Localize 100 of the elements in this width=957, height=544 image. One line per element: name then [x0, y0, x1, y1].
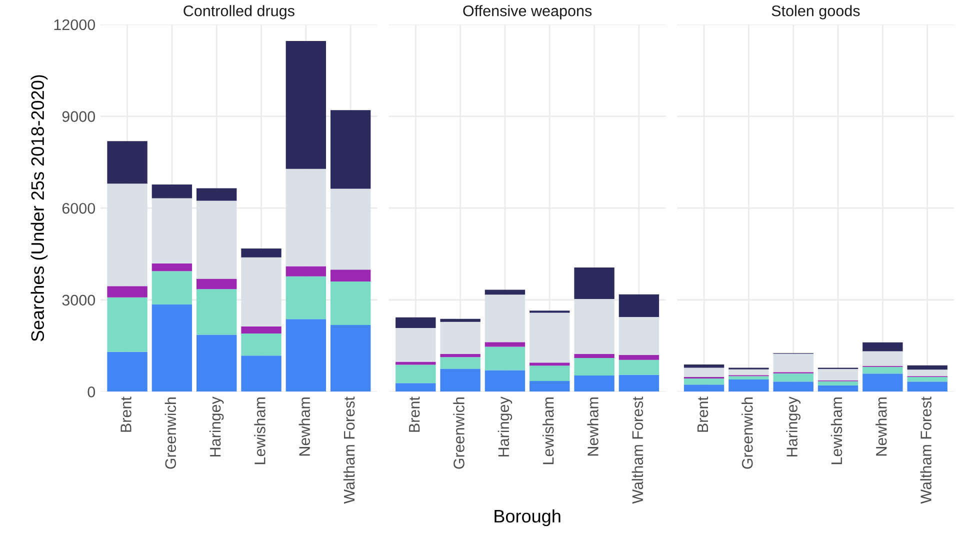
x-tick-label: Greenwich	[742, 398, 753, 469]
bar	[773, 354, 814, 372]
bar	[107, 141, 148, 184]
y-tick-label: 9000	[62, 111, 96, 122]
bar	[907, 376, 948, 382]
chart-title: Offensive weapons	[463, 5, 592, 20]
bar	[152, 271, 192, 304]
bar	[484, 294, 526, 342]
bar	[241, 356, 282, 392]
bar	[618, 360, 660, 375]
bar	[862, 366, 903, 374]
x-axis-title: Borough	[494, 509, 560, 526]
bar	[728, 379, 769, 392]
bar	[440, 368, 480, 392]
x-tick-label: Lewisham	[542, 398, 554, 464]
bar	[907, 382, 948, 392]
x-tick-label: Greenwich	[453, 398, 464, 469]
bar	[396, 317, 436, 328]
bar	[286, 168, 326, 266]
x-tick-label: Haringey	[209, 396, 224, 456]
bar	[396, 362, 436, 365]
bar	[440, 318, 480, 322]
bar	[440, 354, 480, 358]
bar	[330, 110, 371, 189]
bar	[773, 382, 814, 392]
chart-title: Stolen goods	[772, 5, 860, 20]
bar	[484, 290, 526, 295]
bar	[907, 370, 948, 376]
bar	[484, 370, 526, 392]
bar	[107, 184, 148, 286]
bar	[396, 364, 436, 384]
bar	[618, 294, 660, 318]
bar	[330, 270, 371, 282]
x-tick-label: Newham	[587, 398, 598, 456]
bar	[241, 257, 282, 326]
bar	[484, 342, 526, 347]
bar	[530, 362, 570, 366]
bar	[286, 266, 326, 276]
x-tick-label: Greenwich	[164, 398, 176, 469]
x-tick-label: Brent	[120, 396, 132, 432]
bar	[396, 383, 436, 392]
x-tick-label: Brent	[697, 396, 708, 432]
bar	[152, 198, 192, 264]
bar	[684, 368, 724, 377]
bar	[818, 369, 858, 380]
x-tick-label: Waltham Forest	[920, 396, 932, 504]
x-tick-label: Waltham Forest	[632, 396, 644, 504]
bar	[773, 373, 814, 382]
bar	[862, 374, 903, 392]
bar	[241, 326, 282, 334]
x-tick-label: Lewisham	[254, 398, 266, 464]
bar	[396, 328, 436, 362]
bar	[684, 378, 724, 385]
bar	[728, 369, 769, 376]
bar	[574, 354, 614, 358]
bar	[440, 322, 480, 354]
bar	[196, 200, 237, 279]
x-tick-label: Newham	[876, 398, 887, 456]
bar	[907, 365, 948, 370]
bar	[530, 312, 570, 363]
bar	[684, 364, 724, 368]
bar	[618, 354, 660, 360]
bar	[618, 317, 660, 355]
bar	[152, 304, 192, 392]
bar	[530, 366, 570, 381]
x-tick-label: Newham	[298, 398, 310, 456]
bar	[330, 324, 371, 392]
bar	[152, 263, 192, 272]
bar	[196, 278, 237, 290]
y-tick-label: 12000	[54, 19, 96, 30]
bar	[107, 297, 148, 352]
bar	[728, 376, 769, 380]
y-tick-label: 0	[88, 386, 96, 398]
bar	[196, 289, 237, 335]
bar	[574, 267, 614, 299]
x-tick-label: Brent	[409, 396, 420, 432]
x-tick-label: Haringey	[786, 396, 800, 456]
bar	[196, 334, 237, 392]
bar	[862, 351, 903, 366]
x-tick-label: Lewisham	[830, 398, 842, 464]
x-tick-label: Haringey	[498, 396, 512, 456]
bar	[618, 374, 660, 392]
bar	[286, 41, 326, 169]
bar	[152, 184, 192, 198]
bar	[107, 352, 148, 392]
chart-title: Controlled drugs	[184, 5, 294, 20]
bar	[107, 286, 148, 298]
bar	[574, 358, 614, 376]
bar	[574, 375, 614, 392]
bar	[330, 282, 371, 325]
y-axis-title: Searches (Under 25s 2018-2020)	[30, 75, 48, 342]
x-tick-label: Waltham Forest	[343, 396, 355, 504]
bar	[286, 319, 326, 392]
bar	[241, 334, 282, 356]
bar	[484, 346, 526, 370]
bar	[818, 381, 858, 386]
bar	[196, 188, 237, 201]
bar	[684, 384, 724, 392]
y-tick-label: 3000	[62, 294, 96, 306]
bar	[241, 248, 282, 258]
